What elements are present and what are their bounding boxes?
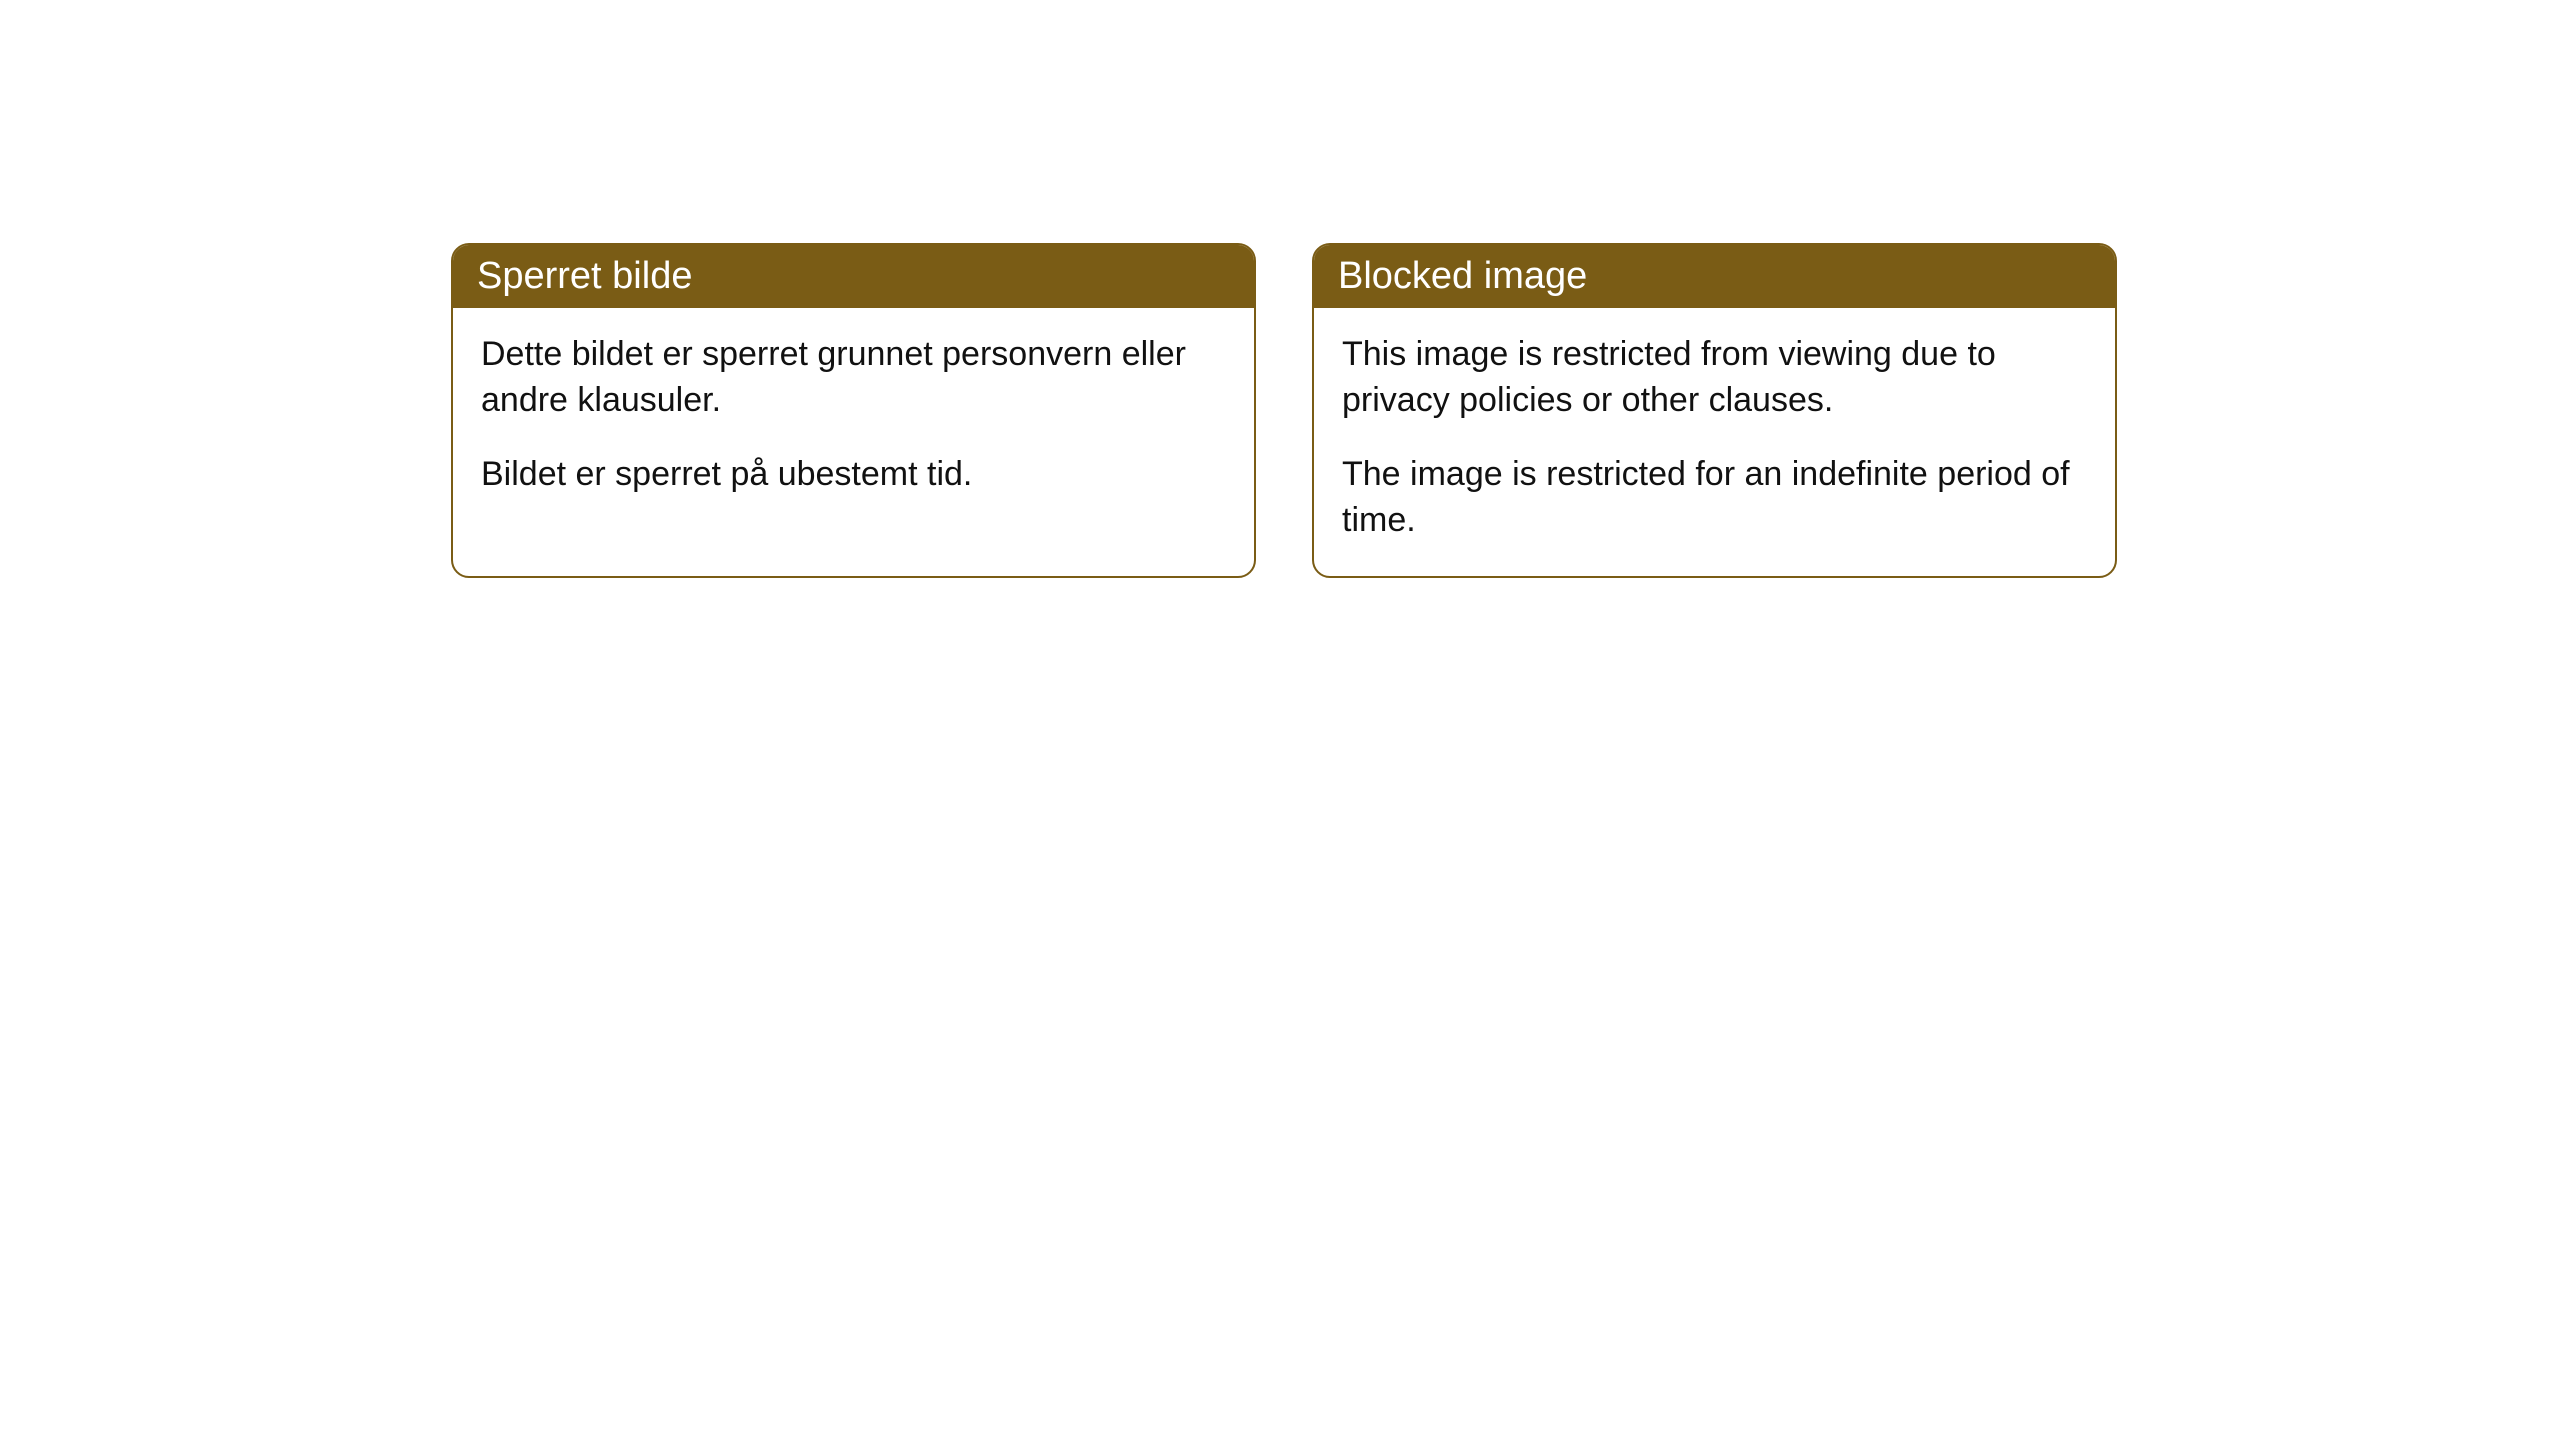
notice-card-english: Blocked image This image is restricted f…	[1312, 243, 2117, 578]
card-paragraph: Bildet er sperret på ubestemt tid.	[481, 452, 1226, 498]
card-body: Dette bildet er sperret grunnet personve…	[453, 308, 1254, 530]
cards-container: Sperret bilde Dette bildet er sperret gr…	[0, 0, 2560, 578]
card-paragraph: The image is restricted for an indefinit…	[1342, 452, 2087, 544]
notice-card-norwegian: Sperret bilde Dette bildet er sperret gr…	[451, 243, 1256, 578]
card-paragraph: Dette bildet er sperret grunnet personve…	[481, 332, 1226, 424]
card-paragraph: This image is restricted from viewing du…	[1342, 332, 2087, 424]
card-title: Blocked image	[1314, 245, 2115, 308]
card-title: Sperret bilde	[453, 245, 1254, 308]
card-body: This image is restricted from viewing du…	[1314, 308, 2115, 576]
